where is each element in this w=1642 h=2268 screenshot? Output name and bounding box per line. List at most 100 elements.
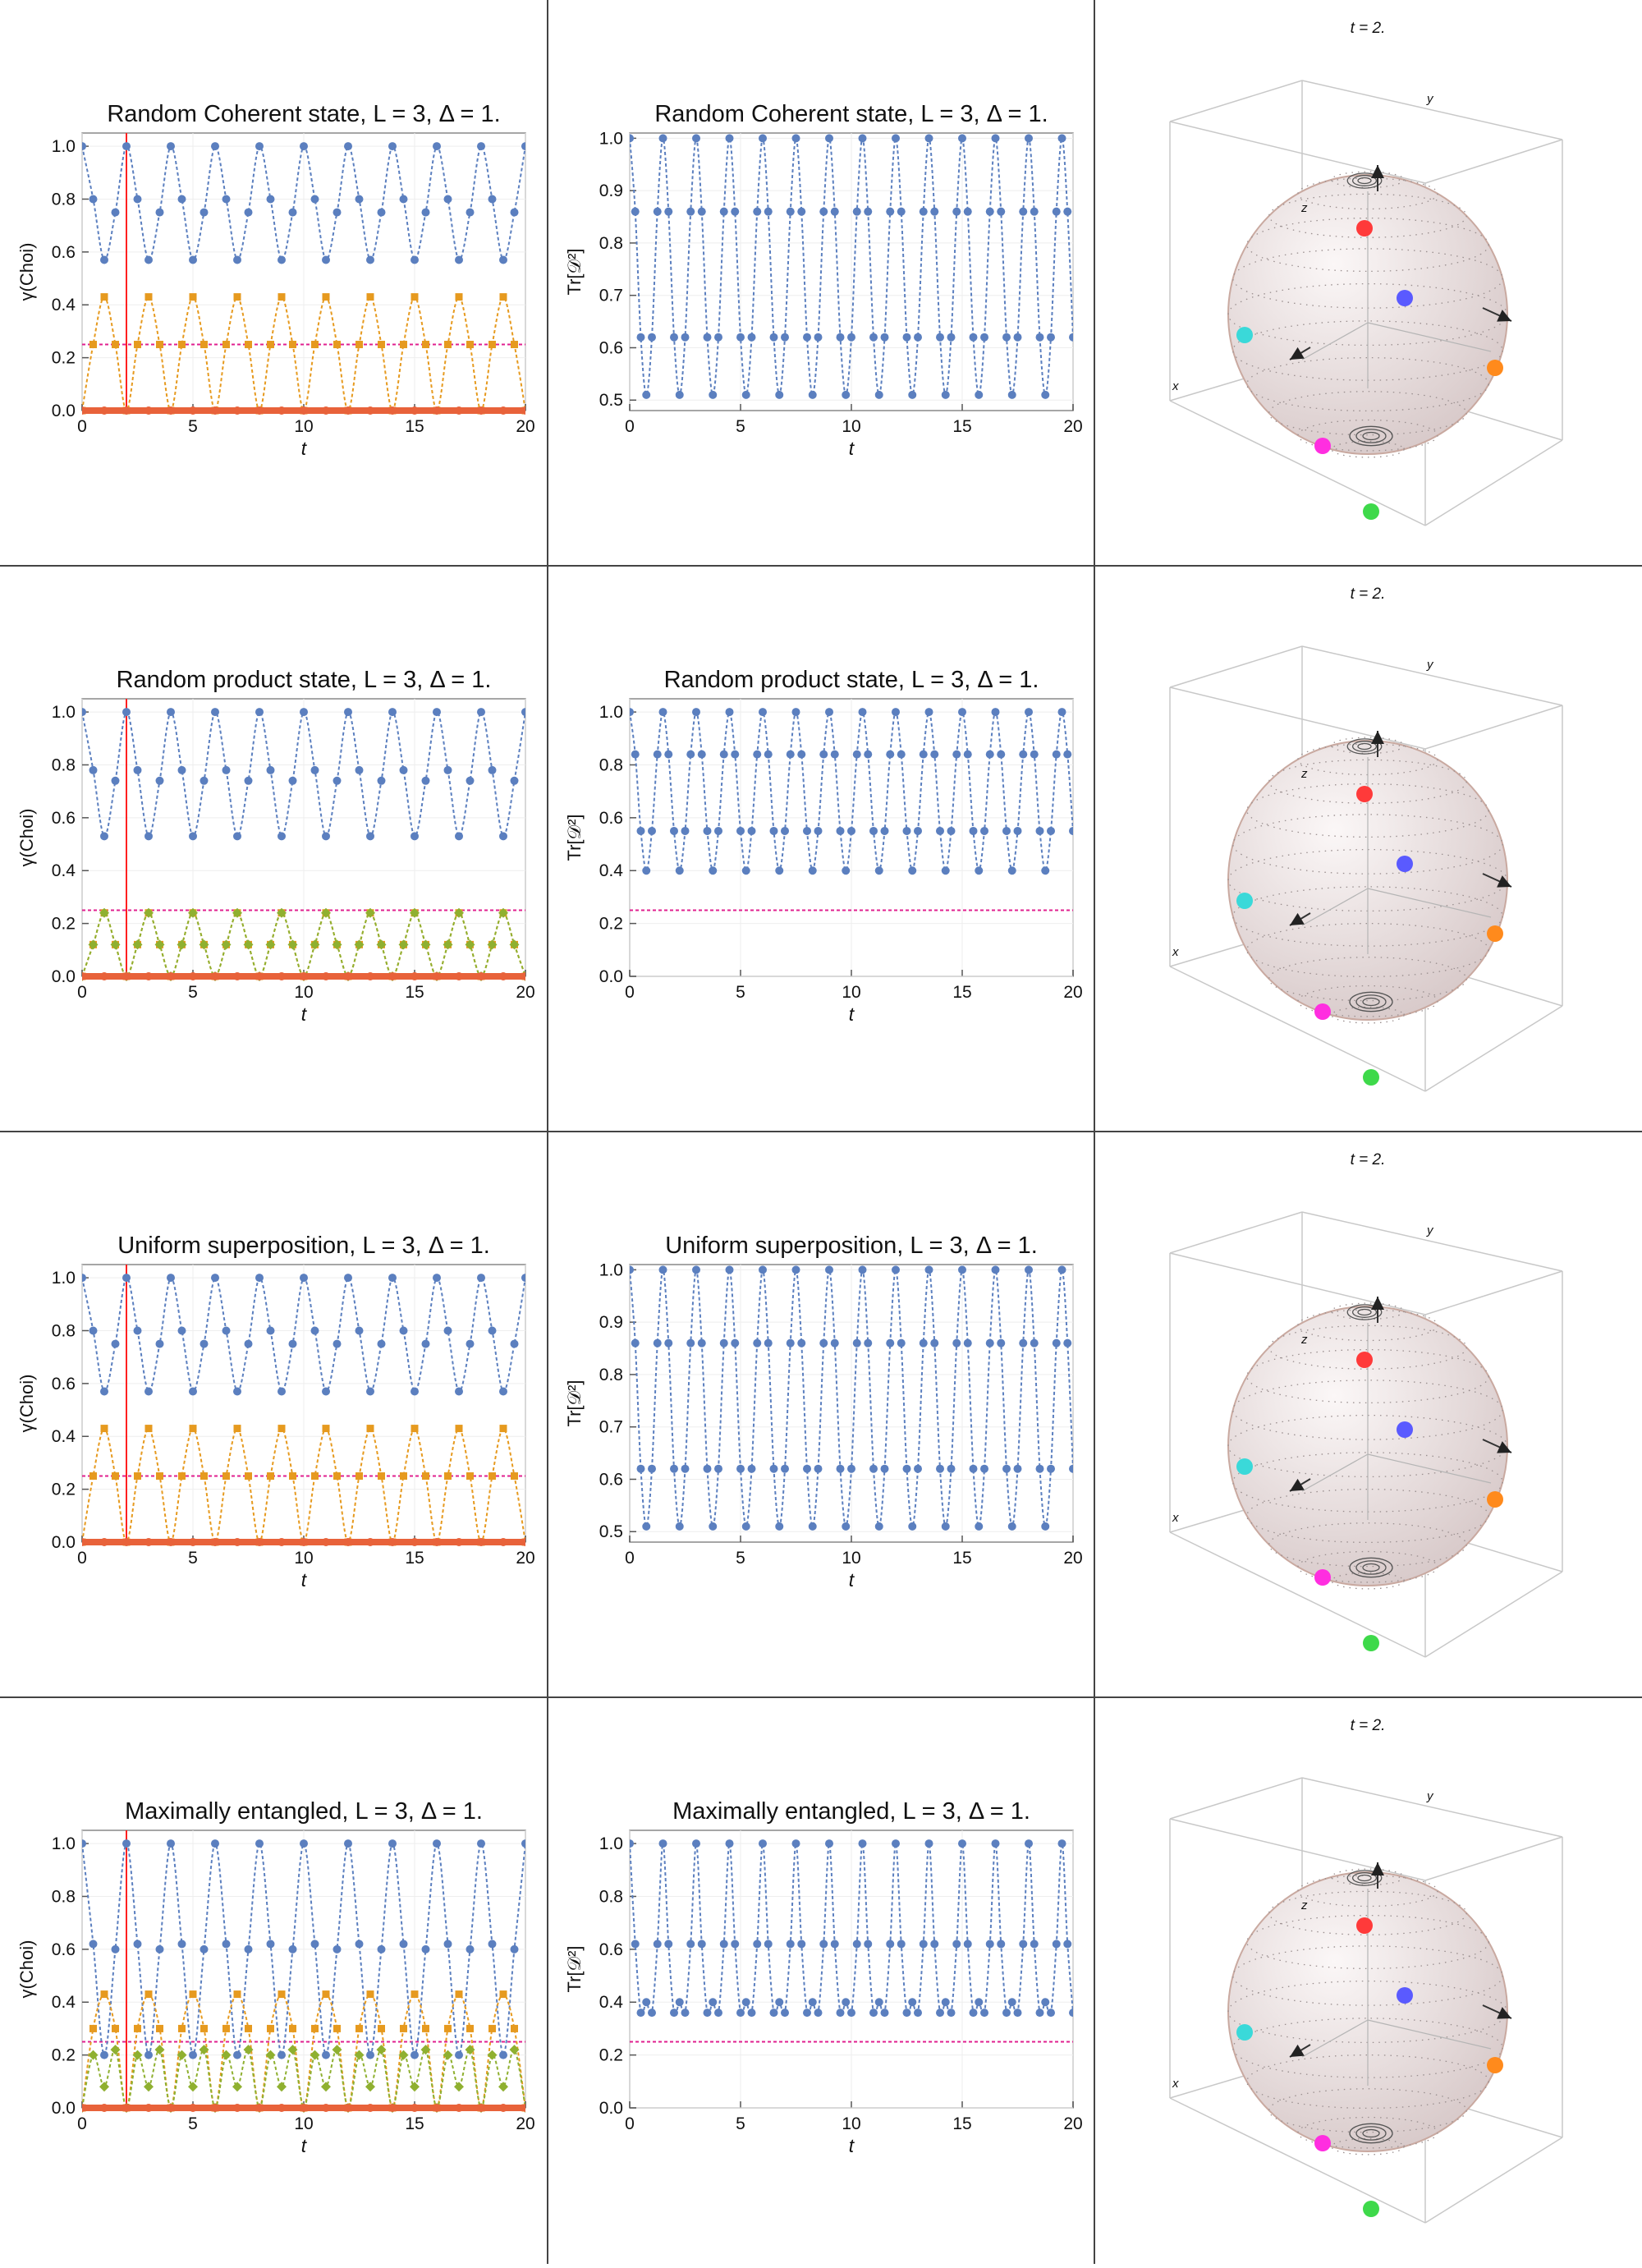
data-point [511, 341, 518, 349]
bloch-sphere: t = 2. x y z [1169, 585, 1563, 1092]
time-label: t = 2. [1351, 585, 1386, 603]
data-point [288, 208, 297, 217]
y-tick-label: 0.6 [52, 1940, 76, 1959]
data-point [144, 255, 153, 264]
data-point [388, 1538, 397, 1546]
data-point [869, 333, 878, 342]
data-point [267, 341, 274, 349]
data-point [388, 2104, 397, 2112]
data-point [864, 1338, 873, 1347]
x-tick-label: 5 [188, 417, 198, 436]
data-point [455, 1425, 463, 1433]
data-point [847, 1464, 855, 1473]
data-point [82, 1538, 86, 1546]
data-point [759, 134, 767, 143]
data-point [985, 750, 994, 759]
data-point [88, 2050, 99, 2060]
data-point [89, 1940, 98, 1949]
data-point [488, 341, 496, 349]
data-point [189, 1990, 197, 1999]
data-point [266, 1326, 275, 1335]
y-axis-line [1367, 888, 1492, 918]
x-tick-label: 0 [77, 1549, 87, 1568]
sphere-grid-ring [1246, 1914, 1489, 1970]
data-point [648, 333, 656, 342]
x-axis-line [1301, 1453, 1369, 1492]
data-point [1030, 750, 1039, 759]
y-axis-line [1367, 322, 1492, 352]
data-point [421, 1944, 430, 1954]
data-point [642, 866, 651, 875]
data-point [642, 1522, 651, 1531]
x-tick-label: 10 [842, 1549, 860, 1568]
data-point [892, 1265, 900, 1274]
data-point [874, 390, 883, 399]
data-point [719, 1338, 728, 1347]
data-point [443, 195, 452, 204]
y-axis-label: γ(Choi) [16, 1375, 37, 1433]
data-point [300, 142, 308, 151]
contour-ring [1355, 429, 1387, 443]
y-tick-label: 0.0 [599, 967, 623, 986]
state-marker-back [1397, 290, 1413, 306]
data-point [433, 406, 441, 415]
data-point [344, 1839, 352, 1848]
data-point [803, 1464, 811, 1473]
data-point [255, 1839, 264, 1848]
series-line [630, 1269, 1073, 1527]
data-point [919, 207, 928, 216]
bounding-box-edge [1169, 1818, 1426, 1881]
data-point [858, 134, 867, 143]
data-point [344, 406, 352, 415]
data-point [277, 2050, 286, 2059]
data-point [277, 907, 287, 918]
data-point [786, 1338, 795, 1347]
bloch-sphere: t = 2. x y z [1169, 20, 1563, 526]
data-point [144, 907, 154, 918]
data-point [82, 406, 86, 415]
data-point [222, 1472, 230, 1481]
data-point [255, 708, 264, 717]
data-point [410, 832, 419, 841]
arrow-head [1290, 2044, 1305, 2057]
data-point [924, 1839, 933, 1848]
data-point [355, 2024, 363, 2032]
data-point [410, 2050, 419, 2059]
data-point [155, 1339, 164, 1348]
data-point [211, 1274, 219, 1283]
data-point [111, 776, 120, 785]
chart-title: Random product state, L = 3, Δ = 1. [117, 667, 492, 693]
x-tick-label: 20 [516, 417, 534, 436]
data-point [510, 208, 519, 217]
data-point [244, 776, 253, 785]
data-point [233, 1387, 241, 1396]
data-point [1013, 2009, 1022, 2018]
x-tick-label: 15 [952, 983, 971, 1002]
grid-divider-horizontal [0, 565, 1642, 567]
sphere-grid-ring [1268, 2088, 1467, 2133]
data-point [233, 2104, 241, 2112]
data-point [963, 1940, 972, 1949]
data-point [344, 142, 352, 151]
axis-label-x: x [1172, 945, 1179, 959]
sphere-grid-ring [1227, 848, 1508, 912]
chart-cell-8: Maximally entangled, L = 3, Δ = 1. 0 5 10 15… [548, 1697, 1094, 2264]
data-point [255, 142, 264, 151]
data-point [477, 1274, 485, 1283]
sphere-grid-ring [1246, 1488, 1489, 1544]
x-tick-label: 0 [625, 2114, 635, 2133]
data-point [100, 293, 108, 301]
data-point [211, 406, 219, 415]
y-tick-label: 0.7 [599, 287, 623, 305]
bounding-box-edge [1169, 80, 1303, 122]
state-marker-front-left [1314, 1569, 1331, 1586]
data-point [443, 1940, 452, 1949]
data-point [719, 207, 728, 216]
data-point [936, 2009, 944, 2018]
data-point [630, 1265, 634, 1274]
data-point [178, 1472, 186, 1481]
x-tick-label: 20 [1063, 983, 1082, 1002]
y-tick-label: 0.4 [52, 861, 76, 880]
data-point [177, 939, 187, 950]
data-point [686, 750, 695, 759]
